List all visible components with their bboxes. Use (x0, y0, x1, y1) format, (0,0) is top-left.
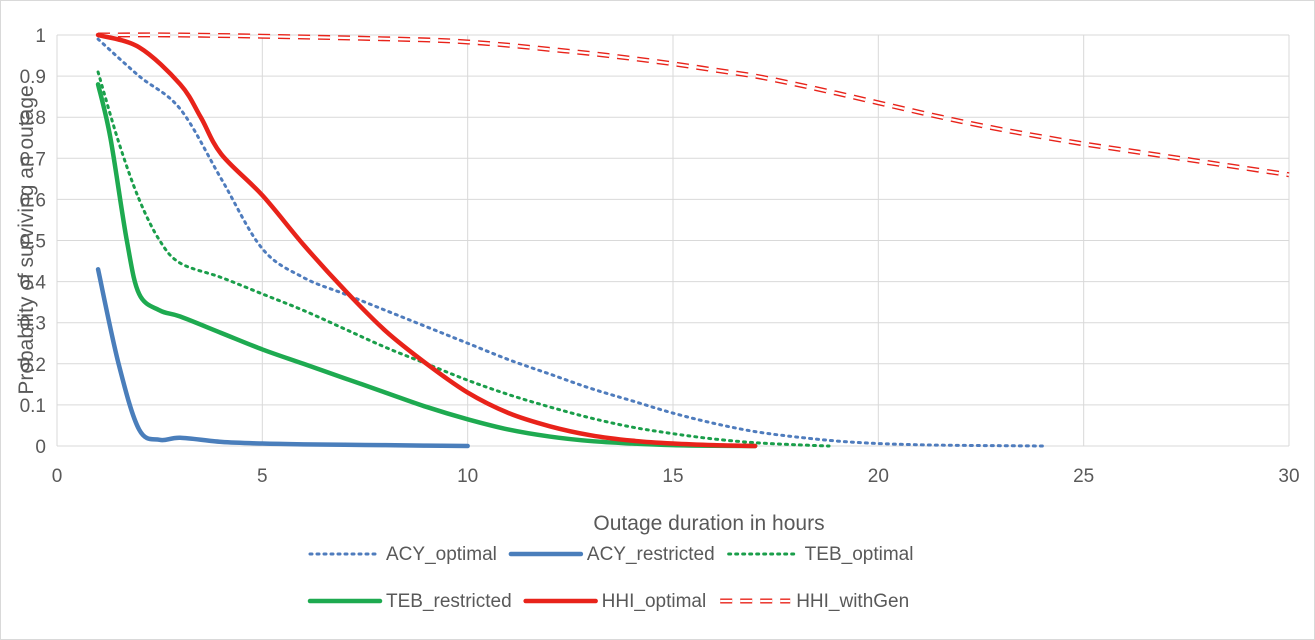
legend-label: HHI_optimal (602, 591, 707, 612)
series-line (95, 82, 758, 449)
x-axis-title: Outage duration in hours (593, 512, 824, 535)
y-tick-label: 0.5 (20, 232, 46, 253)
gridlines (56, 34, 1290, 447)
y-tick-label: 0.7 (20, 149, 46, 170)
y-tick-label: 0.1 (20, 396, 46, 417)
legend: ACY_optimal ACY_restricted TEB_optimal TEB_… (307, 544, 914, 612)
series-line (95, 267, 470, 449)
series-lines (95, 32, 1290, 449)
y-tick-label: 0.4 (20, 273, 47, 294)
x-tick-label: 30 (1278, 466, 1299, 487)
legend-label: TEB_optimal (805, 544, 914, 565)
x-tick-labels: 0 5 10 15 20 25 30 (52, 466, 1300, 487)
legend-item: ACY_restricted (508, 544, 715, 565)
x-tick-label: 0 (52, 466, 63, 487)
legend-item: TEB_optimal (727, 544, 914, 565)
legend-item: HHI_optimal (523, 591, 707, 612)
series-hhi-withgen (98, 32, 1290, 178)
series-line-outline (98, 32, 1290, 178)
legend-label: ACY_optimal (386, 544, 497, 565)
y-tick-label: 0.3 (20, 314, 46, 335)
y-tick-label: 0.9 (20, 67, 46, 88)
y-tick-label: 0.2 (20, 355, 46, 376)
y-axis-title: Probability of surviving an outage (15, 85, 38, 394)
series-teb-restricted (95, 82, 758, 449)
y-tick-labels: 0 0.1 0.2 0.3 0.4 0.5 0.6 0.7 0.8 0.9 1 (20, 26, 47, 458)
x-tick-label: 15 (662, 466, 683, 487)
x-tick-label: 5 (257, 466, 268, 487)
series-hhi-optimal (95, 32, 758, 449)
series-acy-optimal (96, 37, 1045, 448)
x-tick-label: 25 (1073, 466, 1094, 487)
legend-item: ACY_optimal (308, 544, 497, 565)
y-tick-label: 0 (35, 437, 46, 458)
legend-label: ACY_restricted (587, 544, 715, 565)
x-tick-label: 20 (868, 466, 889, 487)
legend-label: HHI_withGen (796, 591, 909, 612)
x-tick-label: 10 (457, 466, 478, 487)
series-line (95, 32, 758, 449)
legend-label: TEB_restricted (386, 591, 512, 612)
y-tick-label: 0.6 (20, 190, 46, 211)
legend-item: HHI_withGen (720, 591, 909, 612)
y-tick-label: 1 (35, 26, 46, 47)
series-line (96, 37, 1045, 448)
series-line-inner (98, 33, 1290, 176)
y-tick-label: 0.8 (20, 108, 46, 129)
legend-item: TEB_restricted (307, 591, 512, 612)
series-acy-restricted (95, 267, 470, 449)
